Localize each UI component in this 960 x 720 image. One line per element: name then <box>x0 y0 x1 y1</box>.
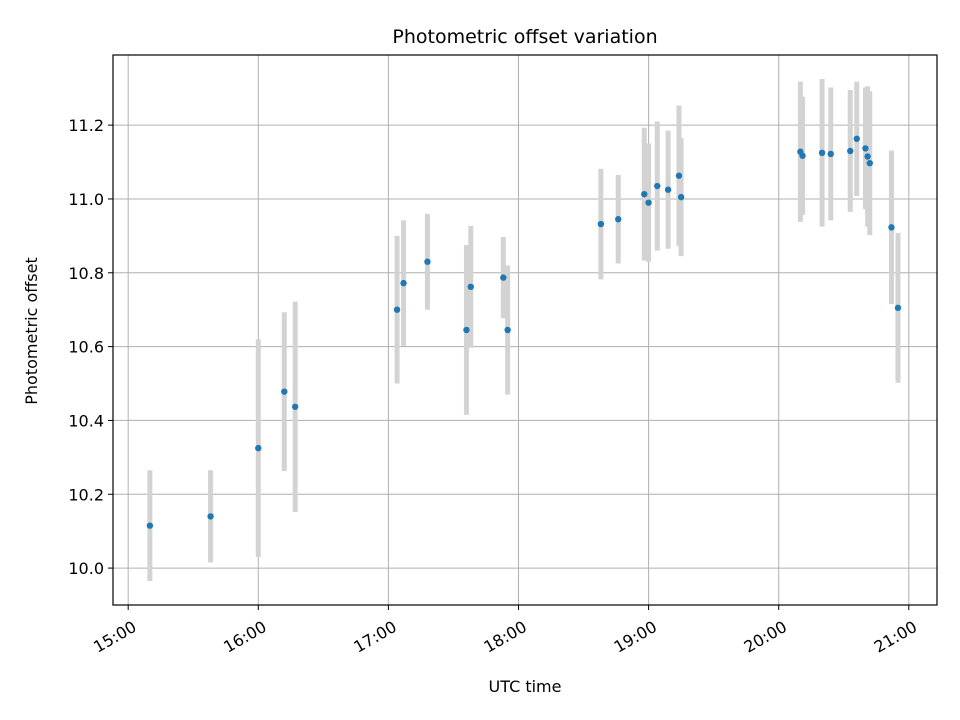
plot-frame <box>112 54 938 606</box>
data-point <box>675 172 683 179</box>
data-point <box>866 159 873 167</box>
data-point <box>664 186 672 193</box>
data-point <box>504 326 511 334</box>
data-point <box>615 216 622 223</box>
data-point <box>864 153 871 160</box>
data-point <box>500 274 507 281</box>
data-point <box>818 149 826 157</box>
y-tick-label: 10.2 <box>68 485 104 504</box>
data-point <box>894 304 902 312</box>
data-point <box>888 224 895 231</box>
y-axis-label: Photometric offset <box>22 257 41 405</box>
data-point <box>677 193 685 201</box>
data-point <box>207 513 214 520</box>
data-point <box>827 150 834 158</box>
x-axis-label: UTC time <box>489 677 562 696</box>
y-tick-label: 10.0 <box>68 559 104 578</box>
chart-title: Photometric offset variation <box>392 26 657 48</box>
y-tick-label: 11.0 <box>68 190 104 209</box>
data-point <box>853 135 860 142</box>
y-tick-label: 10.6 <box>68 338 104 357</box>
data-point <box>862 145 869 152</box>
data-point <box>463 326 470 334</box>
y-tick-label: 10.4 <box>68 411 104 430</box>
data-point <box>641 190 648 198</box>
data-points <box>146 135 902 529</box>
data-point <box>146 522 154 529</box>
y-tick-label: 10.8 <box>68 264 104 283</box>
data-point <box>291 403 299 410</box>
data-point <box>799 152 806 159</box>
y-tick-label: 11.2 <box>68 116 104 135</box>
data-point <box>281 388 288 395</box>
data-point <box>393 306 401 313</box>
data-point <box>597 220 605 228</box>
data-point <box>645 199 652 206</box>
data-point <box>424 258 431 265</box>
data-point <box>467 283 474 291</box>
data-point <box>400 279 407 287</box>
data-point <box>847 147 854 155</box>
data-point <box>654 182 661 190</box>
data-point <box>255 444 262 452</box>
